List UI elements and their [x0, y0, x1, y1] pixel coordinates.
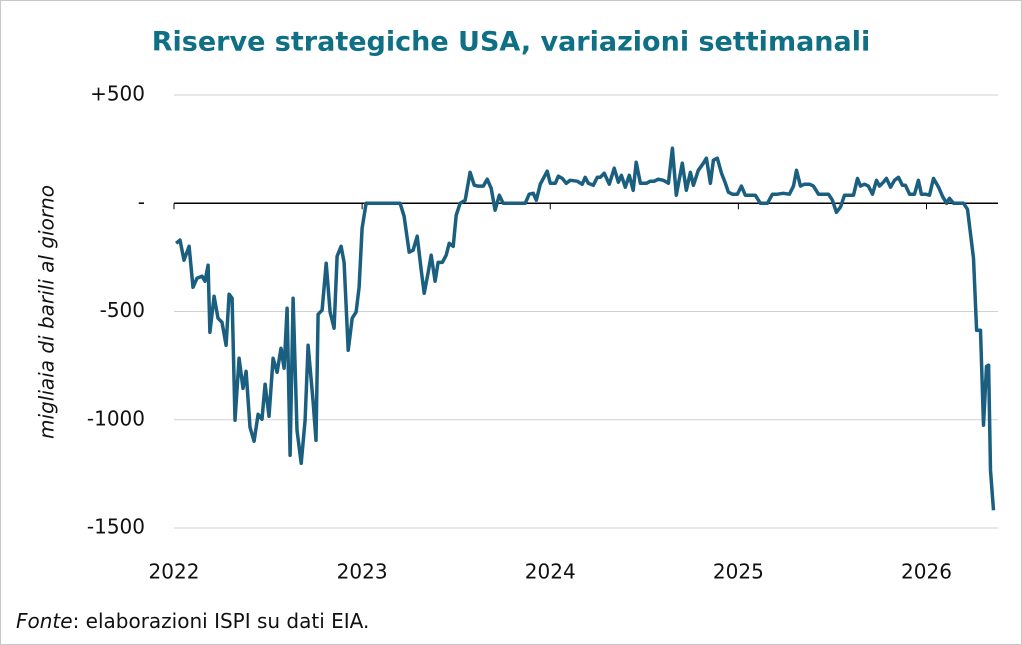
y-tick-label: -500 — [100, 298, 145, 322]
x-tick-label: 2023 — [337, 560, 388, 584]
y-tick-label: - — [138, 190, 145, 214]
y-tick-label: +500 — [90, 82, 145, 106]
y-axis-label: migliaia di barili al giorno — [35, 185, 59, 439]
y-tick-label: -1000 — [87, 406, 145, 430]
source-text: : elaborazioni ISPI su dati EIA. — [73, 609, 370, 633]
x-tick-label: 2025 — [713, 560, 764, 584]
y-tick-label: -1500 — [87, 515, 145, 539]
source-label: Fonte — [16, 609, 73, 633]
source: Fonte: elaborazioni ISPI su dati EIA. — [16, 609, 369, 633]
chart-title: Riserve strategiche USA, variazioni sett… — [152, 27, 871, 58]
x-tick-label: 2022 — [149, 560, 200, 584]
x-tick-label: 2024 — [525, 560, 576, 584]
data-line — [174, 146, 996, 511]
x-tick-label: 2026 — [901, 560, 952, 584]
